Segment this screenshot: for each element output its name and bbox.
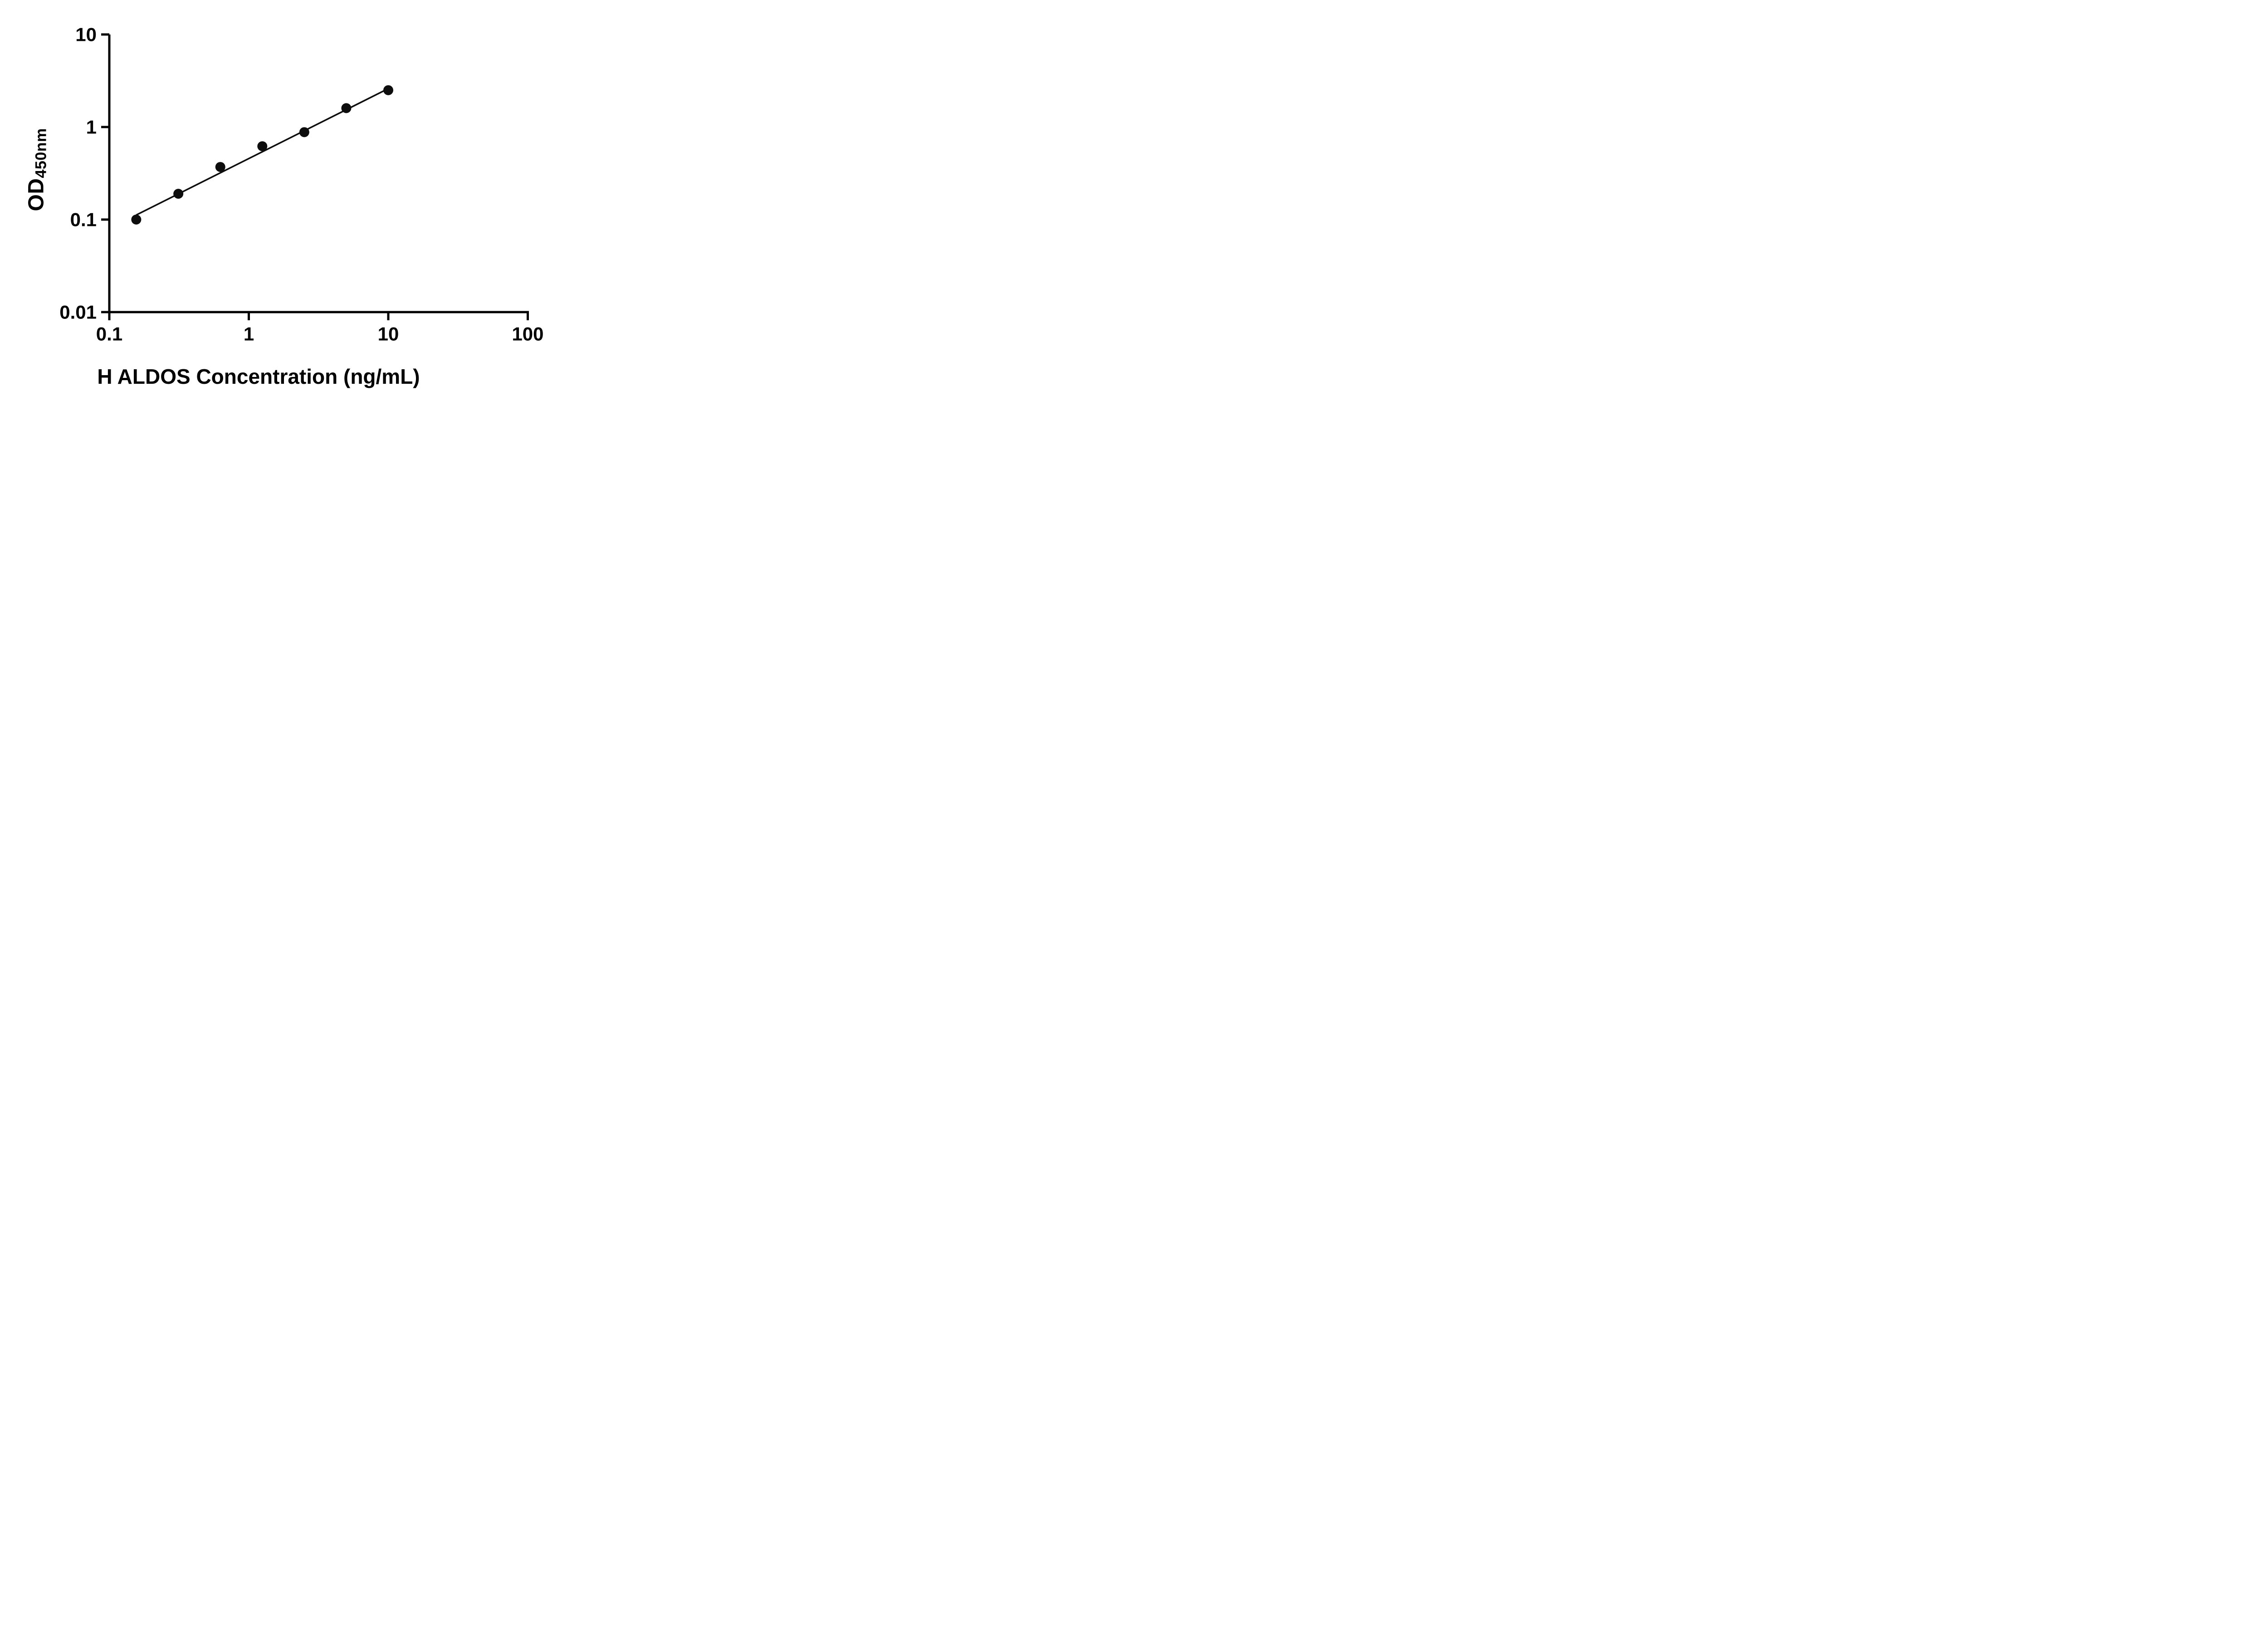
y-tick-label: 10	[75, 24, 97, 45]
data-point	[173, 189, 184, 199]
elisa-standard-curve-figure: 0.1 1 10 100 0.01 0.1 1 10 OD450nm H ALDOS Conc…	[0, 0, 583, 407]
x-tick-label: 100	[512, 323, 543, 344]
y-tick-label: 0.1	[70, 209, 97, 230]
data-point	[215, 162, 225, 172]
x-tick-label: 10	[378, 323, 399, 344]
x-tick-label: 0.1	[96, 323, 122, 344]
data-point	[131, 215, 142, 225]
x-tick-label: 1	[244, 323, 254, 344]
data-point	[383, 85, 393, 95]
x-axis-title: H ALDOS Concentration (ng/mL)	[97, 365, 420, 388]
data-point	[299, 127, 309, 137]
y-tick-label: 1	[86, 117, 97, 138]
y-tick-label: 0.01	[59, 302, 97, 323]
y-axis-title-subscript: 450nm	[32, 128, 50, 178]
y-axis-title-main: OD	[24, 178, 49, 211]
data-point	[257, 141, 268, 152]
y-axis-title: OD450nm	[24, 128, 50, 211]
data-point	[341, 103, 352, 113]
